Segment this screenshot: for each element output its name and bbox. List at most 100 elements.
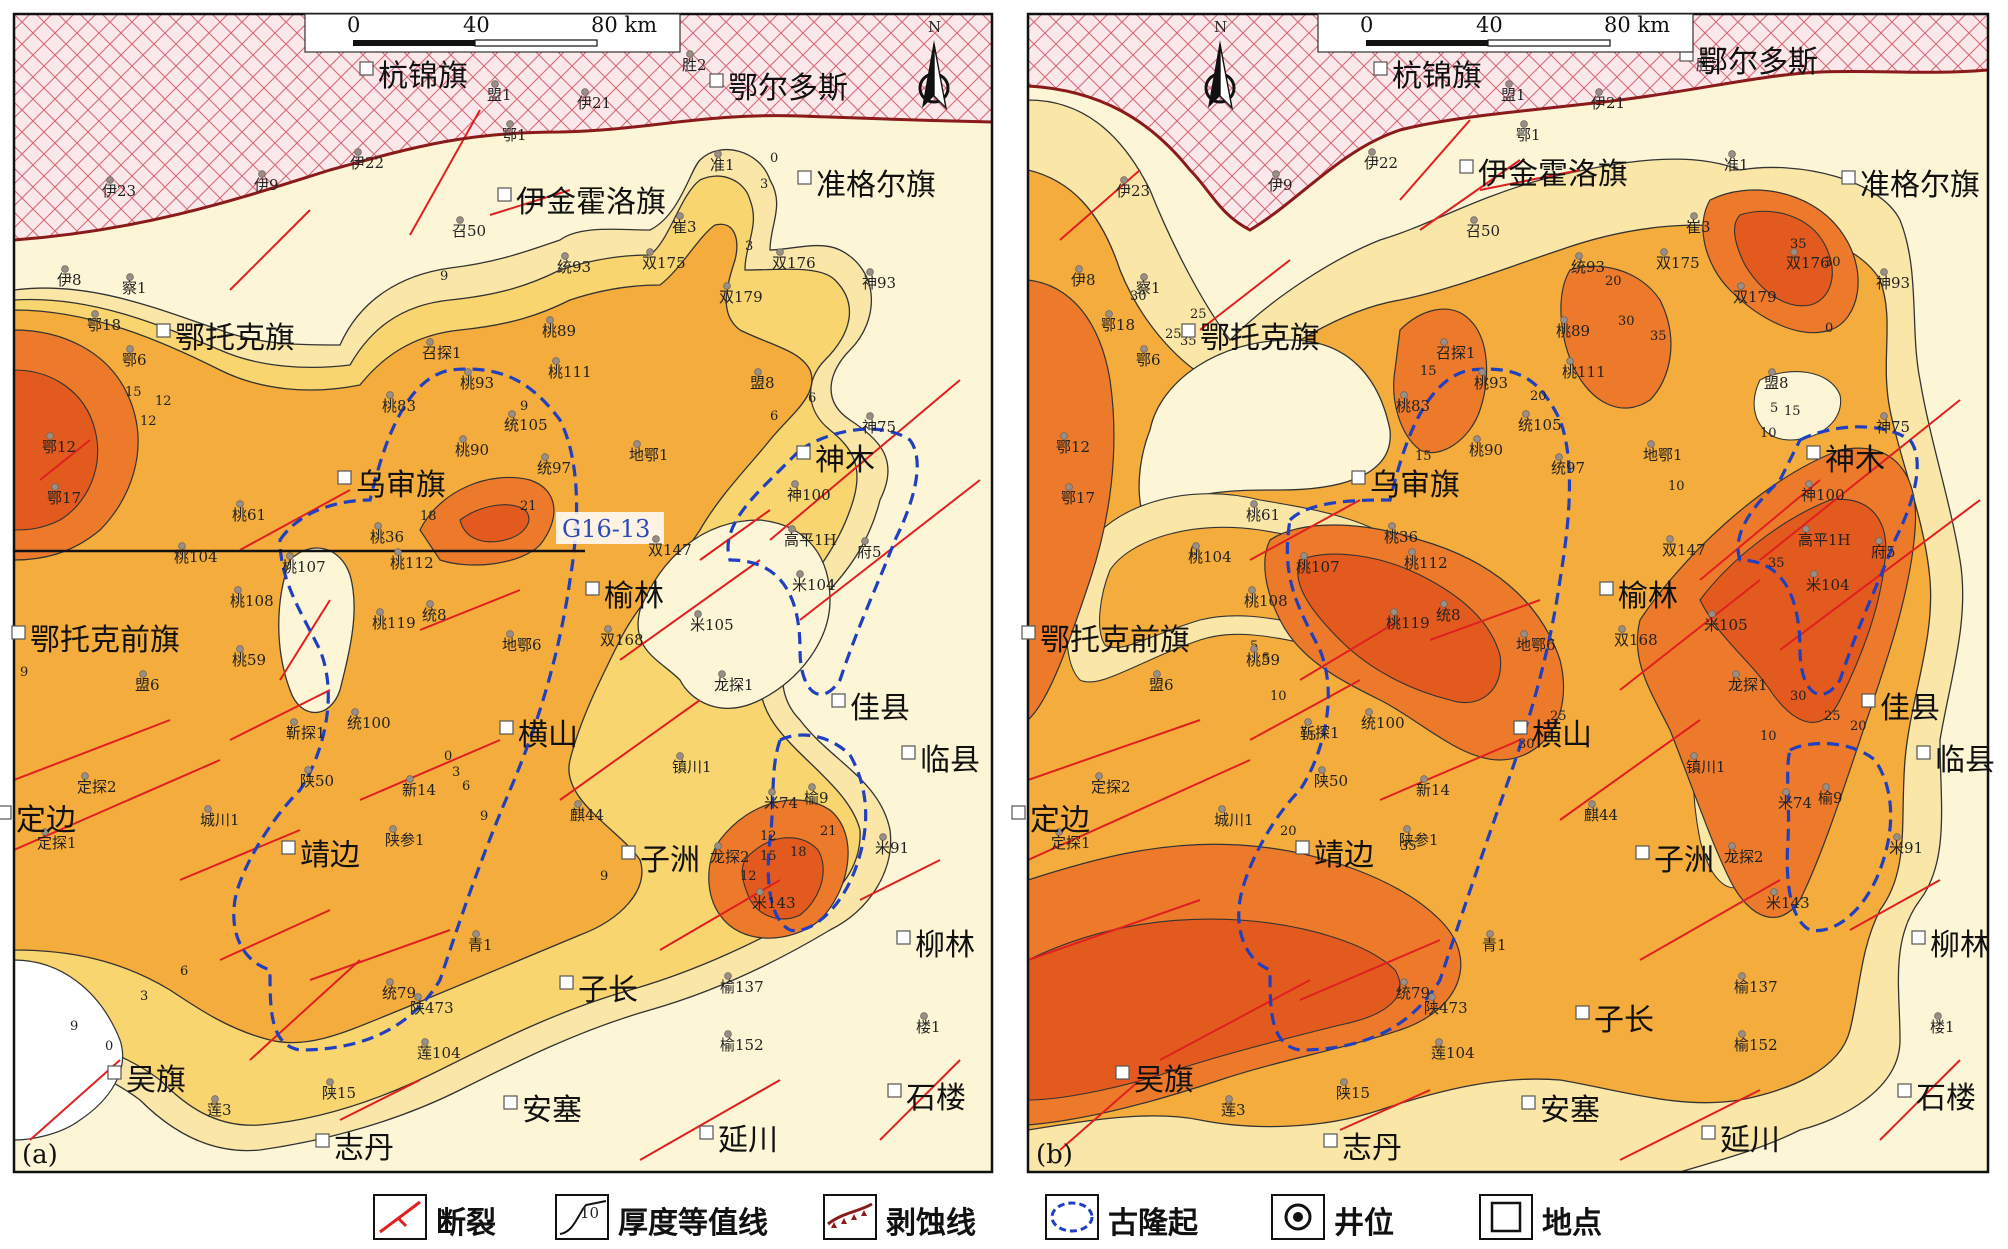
well-marker: 桃90 (455, 435, 489, 459)
contour-value: 15 (1784, 404, 1801, 419)
well-marker: 桃89 (542, 316, 576, 340)
well-marker: 伊23 (1116, 176, 1150, 200)
well-dot-icon (211, 1095, 219, 1103)
well-marker: 召探1 (1436, 338, 1476, 362)
panel-a-map: G16-13 (a) (12, 12, 994, 1174)
well-name: 双176 (1786, 254, 1830, 272)
well-name: 府5 (857, 543, 882, 561)
well-marker: 青1 (1482, 930, 1507, 954)
well-name: 召探1 (1436, 344, 1476, 362)
well-dot-icon (1105, 310, 1113, 318)
contour-value: 9 (520, 399, 528, 414)
well-name: 神75 (862, 418, 896, 436)
place-name: 鄂托克旗 (1200, 321, 1320, 356)
well-dot-icon (1365, 708, 1373, 716)
well-marker: 米91 (1889, 833, 1923, 857)
well-dot-icon (1304, 718, 1312, 726)
well-marker: 统93 (557, 252, 591, 276)
place-square-icon (559, 975, 574, 990)
well-name: 崔3 (672, 218, 697, 236)
place-square-icon (107, 1065, 122, 1080)
well-dot-icon (1120, 176, 1128, 184)
well-dot-icon (351, 708, 359, 716)
north-label: N (1214, 18, 1227, 36)
north-label: N (928, 18, 941, 36)
well-dot-icon (646, 248, 654, 256)
contour-value: 6 (180, 964, 188, 979)
contour-value: 0 (770, 151, 778, 166)
contour-value: 35 (1400, 839, 1417, 854)
well-marker: 桃119 (372, 608, 416, 632)
well-name: 陕473 (1424, 999, 1468, 1017)
well-dot-icon (776, 248, 784, 256)
well-marker: 鄂18 (1101, 310, 1135, 334)
well-dot-icon (1618, 625, 1626, 633)
well-dot-icon (126, 345, 134, 353)
well-name: 龙探1 (714, 676, 754, 694)
place-square-icon (1806, 445, 1821, 460)
contour-value: 25 (1165, 327, 1182, 342)
well-name: 崔3 (1686, 218, 1711, 236)
well-marker: 胜2 (1696, 50, 1721, 74)
well-dot-icon (808, 783, 816, 791)
well-dot-icon (604, 625, 612, 633)
well-name: 青1 (468, 936, 493, 954)
well-dot-icon (286, 552, 294, 560)
well-name: 双175 (642, 254, 686, 272)
well-marker: 定探2 (77, 772, 117, 796)
place-b-19: 石楼 (1897, 1081, 1976, 1116)
place-name: 子长 (1594, 1003, 1654, 1038)
place-a-1: 鄂尔多斯 (709, 71, 848, 106)
place-b-0: 杭锦旗 (1373, 59, 1482, 94)
well-dot-icon (1822, 783, 1830, 791)
well-marker: 双147 (648, 535, 692, 559)
place-square-icon (1459, 159, 1474, 174)
well-name: 米91 (1889, 839, 1923, 857)
contour-value: 21 (820, 824, 837, 839)
well-marker: 府5 (857, 537, 882, 561)
well-marker: 双176 (1786, 248, 1830, 272)
well-dot-icon (1575, 252, 1583, 260)
well-dot-icon (459, 435, 467, 443)
well-dot-icon (1250, 500, 1258, 508)
contour-value: 9 (600, 869, 608, 884)
well-name: 伊8 (1071, 271, 1096, 289)
place-a-9: 佳县 (831, 691, 910, 726)
well-name: 盟6 (1149, 676, 1174, 694)
well-name: 伊22 (350, 154, 384, 172)
place-b-18: 安塞 (1521, 1093, 1600, 1128)
contour-value: 20 (1280, 824, 1297, 839)
legend-item-fault: 断裂 (373, 1194, 496, 1241)
well-marker: 桃119 (1386, 608, 1430, 632)
well-name: 鄂18 (1101, 316, 1135, 334)
well-name: 桃90 (455, 441, 489, 459)
well-name: 榆152 (720, 1036, 764, 1054)
well-marker: 伊8 (57, 265, 82, 289)
well-marker: 统105 (504, 410, 548, 434)
well-marker: 米105 (690, 610, 734, 634)
well-marker: 桃36 (1384, 522, 1418, 546)
place-name: 横山 (1532, 718, 1592, 753)
well-marker: 桃36 (370, 522, 404, 546)
well-marker: 鄂6 (122, 345, 147, 369)
well-marker: 鄂1 (502, 120, 527, 144)
well-name: 桃108 (1244, 592, 1288, 610)
contour-value: 25 (1824, 709, 1841, 724)
well-dot-icon (920, 1012, 928, 1020)
well-name: 伊8 (57, 271, 82, 289)
well-name: 伊9 (1268, 176, 1293, 194)
well-marker: 察1 (122, 273, 147, 297)
well-dot-icon (1440, 338, 1448, 346)
well-marker: 定探1 (1051, 828, 1091, 852)
well-marker: 莲3 (1221, 1095, 1246, 1119)
well-name: 龙探1 (1728, 676, 1768, 694)
scale-tick-0: 0 (347, 13, 360, 37)
well-dot-icon (1400, 978, 1408, 986)
paleo-uplift-a (232, 367, 579, 1052)
place-a-5: 乌审旗 (337, 468, 446, 503)
well-marker: 伊22 (1364, 148, 1398, 172)
contour-value: 15 (125, 385, 142, 400)
well-marker: 桃112 (1404, 548, 1448, 572)
well-name: 伊9 (254, 176, 279, 194)
place-b-11: 临县 (1916, 743, 1995, 778)
